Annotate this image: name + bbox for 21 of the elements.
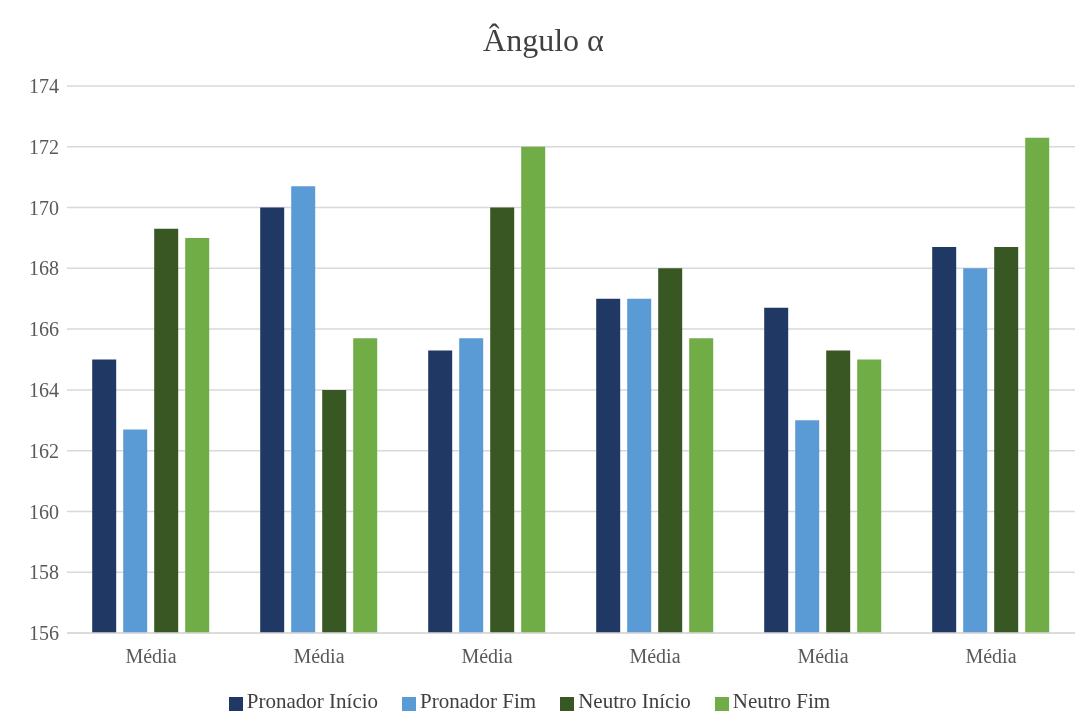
legend-label: Pronador Início xyxy=(246,689,379,713)
y-tick-label: 164 xyxy=(29,378,59,401)
chart-title: Ângulo α xyxy=(482,21,605,60)
legend-label: Neutro Fim xyxy=(732,689,831,713)
y-tick-label: 162 xyxy=(29,439,59,462)
y-tick-label: 172 xyxy=(29,135,59,158)
legend-label: Pronador Fim xyxy=(420,689,537,713)
legend-label: Neutro Início xyxy=(578,689,691,713)
y-tick-label: 160 xyxy=(29,500,59,523)
x-tick-label: Média xyxy=(461,645,513,668)
y-tick-label: 170 xyxy=(29,196,59,219)
x-tick-label: Média xyxy=(293,645,345,668)
x-tick-label: Média xyxy=(965,645,1017,668)
y-tick-label: 156 xyxy=(29,622,59,645)
y-tick-label: 168 xyxy=(29,257,59,280)
y-tick-label: 174 xyxy=(29,75,59,98)
x-tick-label: Média xyxy=(629,645,681,668)
x-tick-label: Média xyxy=(125,645,177,668)
x-tick-label: Média xyxy=(797,645,849,668)
y-tick-label: 158 xyxy=(29,561,59,584)
y-tick-label: 166 xyxy=(29,318,59,341)
